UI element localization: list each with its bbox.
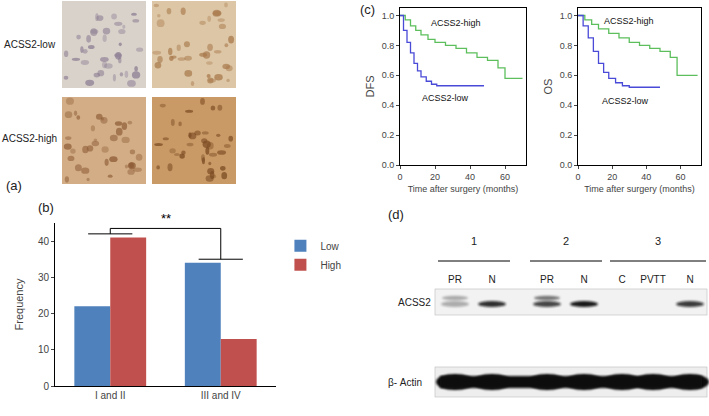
svg-text:ACSS2-high: ACSS2-high [2, 133, 57, 144]
svg-text:III and IV: III and IV [201, 390, 241, 401]
svg-text:2: 2 [563, 235, 569, 247]
svg-text:N: N [488, 274, 495, 285]
svg-text:DFS: DFS [364, 76, 376, 98]
svg-text:ACSS2: ACSS2 [398, 297, 431, 308]
svg-text:I and II: I and II [95, 390, 126, 401]
svg-text:10: 10 [38, 344, 50, 355]
svg-text:0.8: 0.8 [382, 41, 395, 51]
svg-text:β- Actin: β- Actin [388, 377, 422, 388]
svg-text:ACSS2-low: ACSS2-low [422, 93, 469, 103]
svg-text:20: 20 [607, 172, 617, 182]
svg-text:60: 60 [675, 172, 685, 182]
svg-text:0: 0 [575, 172, 580, 182]
svg-text:0.4: 0.4 [382, 100, 395, 110]
svg-text:1: 1 [471, 235, 477, 247]
svg-text:(a): (a) [6, 178, 22, 193]
svg-text:0.0: 0.0 [382, 160, 395, 170]
svg-text:40: 40 [38, 236, 50, 247]
svg-text:Frequency: Frequency [13, 278, 25, 330]
svg-text:30: 30 [38, 272, 50, 283]
svg-text:20: 20 [430, 172, 440, 182]
html-text:(c): (c) [360, 2, 376, 17]
svg-text:0.0: 0.0 [560, 160, 573, 170]
svg-text:0.8: 0.8 [560, 41, 573, 51]
svg-text:Low: Low [320, 241, 339, 252]
svg-text:0.6: 0.6 [382, 70, 395, 80]
svg-text:PR: PR [448, 274, 462, 285]
svg-text:ACSS2-low: ACSS2-low [4, 39, 56, 50]
svg-text:(d): (d) [388, 207, 404, 222]
svg-text:Time after surgery (months): Time after surgery (months) [408, 184, 519, 194]
svg-text:3: 3 [655, 235, 661, 247]
html-text:(b): (b) [38, 200, 54, 215]
svg-text:ACSS2-low: ACSS2-low [602, 96, 649, 106]
svg-text:PR: PR [540, 274, 554, 285]
svg-text:0.2: 0.2 [382, 130, 395, 140]
svg-text:40: 40 [465, 172, 475, 182]
svg-text:1.0: 1.0 [382, 11, 395, 21]
svg-text:0: 0 [43, 381, 49, 392]
svg-text:Time after surgery (months): Time after surgery (months) [584, 184, 695, 194]
svg-text:40: 40 [641, 172, 651, 182]
svg-text:60: 60 [500, 172, 510, 182]
svg-text:20: 20 [38, 308, 50, 319]
svg-text:OS: OS [542, 79, 554, 95]
svg-text:PVTT: PVTT [640, 274, 666, 285]
svg-text:ACSS2-high: ACSS2-high [431, 18, 481, 28]
svg-text:N: N [686, 274, 693, 285]
svg-text:1.0: 1.0 [560, 11, 573, 21]
svg-text:0: 0 [397, 172, 402, 182]
svg-text:ACSS2-high: ACSS2-high [604, 16, 654, 26]
svg-text:High: High [320, 260, 341, 271]
svg-text:N: N [580, 274, 587, 285]
svg-text:0.4: 0.4 [560, 100, 573, 110]
svg-text:C: C [618, 274, 625, 285]
svg-text:**: ** [161, 211, 171, 226]
svg-text:0.6: 0.6 [560, 70, 573, 80]
svg-text:0.2: 0.2 [560, 130, 573, 140]
